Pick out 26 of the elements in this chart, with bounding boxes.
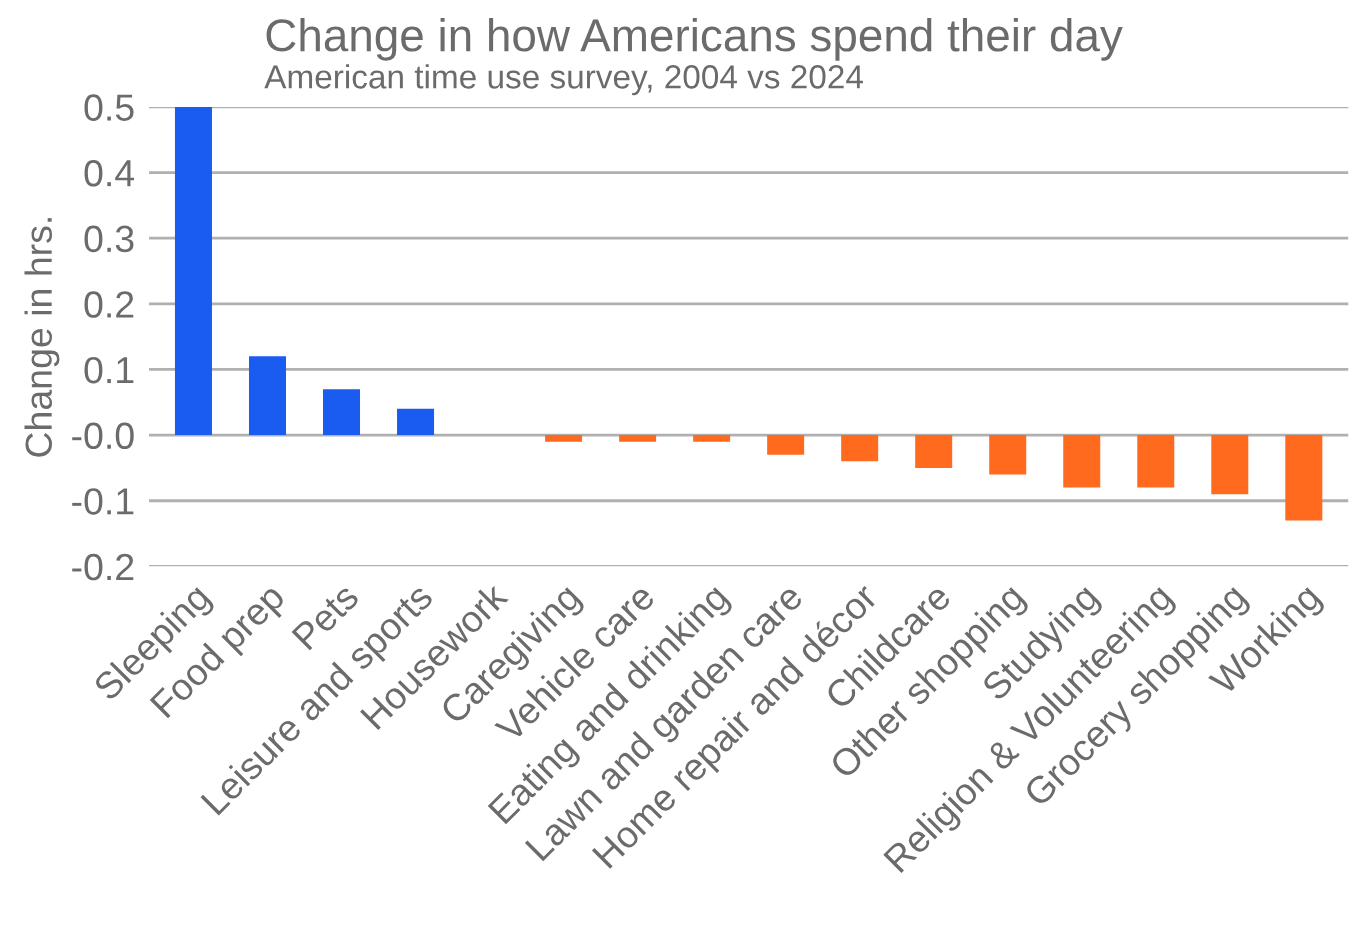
y-tick-label: -0.1	[72, 488, 134, 515]
bar	[1063, 435, 1101, 488]
y-tick-label: 0.1	[84, 356, 134, 384]
bar	[323, 389, 361, 436]
chart-subtitle: American time use survey, 2004 vs 2024	[264, 64, 863, 96]
y-tick-label: 0.2	[84, 291, 134, 318]
y-tick-label: 0.3	[84, 225, 134, 253]
bar	[915, 435, 953, 468]
y-tick-label: -0.0	[72, 422, 134, 450]
y-tick-label: 0.5	[84, 94, 134, 121]
bar	[841, 435, 879, 462]
bar	[1211, 435, 1249, 495]
chart-title: Change in how Americans spend their day	[266, 17, 1123, 61]
bar	[174, 106, 212, 436]
y-tick-label: 0.4	[84, 159, 135, 187]
y-axis-title: Change in hrs.	[24, 218, 60, 457]
bar	[989, 435, 1027, 475]
bar	[1285, 435, 1323, 521]
bar	[545, 435, 583, 442]
bar	[619, 435, 657, 442]
bar	[767, 435, 805, 455]
bar	[248, 356, 286, 436]
bar	[1137, 435, 1175, 488]
bar	[693, 435, 731, 442]
bar	[397, 408, 435, 436]
y-tick-label: -0.2	[72, 553, 134, 581]
